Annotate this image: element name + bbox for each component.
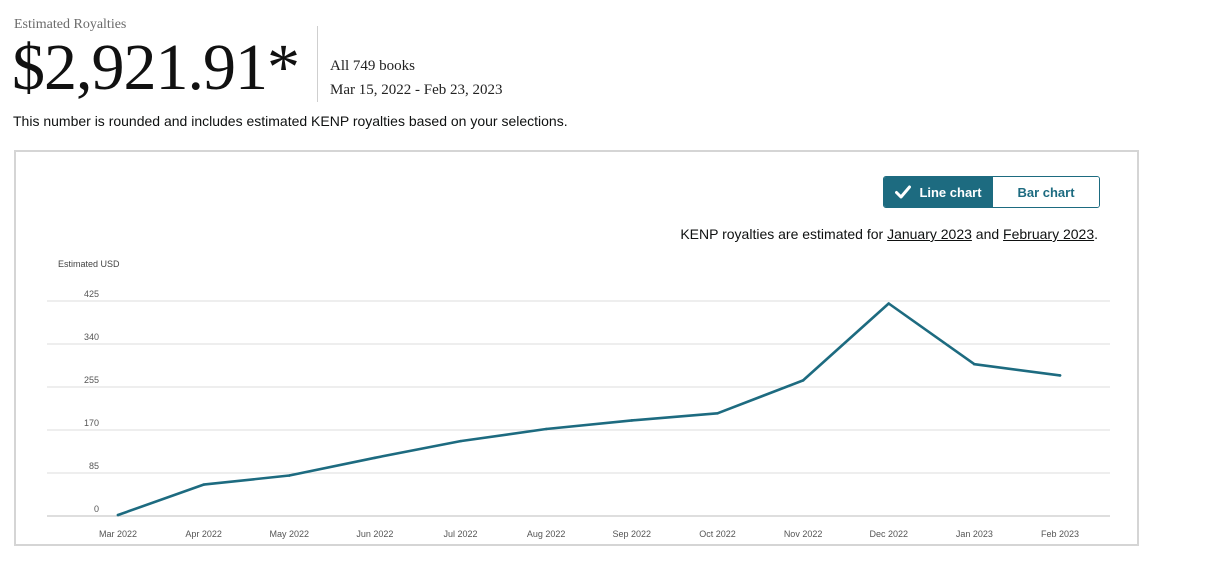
header-divider xyxy=(317,26,318,102)
series-line xyxy=(116,302,1062,517)
line-chart-button[interactable]: Line chart xyxy=(884,177,993,207)
rounding-note: This number is rounded and includes esti… xyxy=(13,113,568,129)
date-range: Mar 15, 2022 - Feb 23, 2023 xyxy=(330,82,503,98)
data-point xyxy=(1058,374,1062,377)
data-point xyxy=(887,302,891,305)
data-point xyxy=(973,362,976,366)
y-tick-label: 0 xyxy=(94,504,99,514)
x-tick-label: Jun 2022 xyxy=(356,529,393,539)
kenp-month-link-january[interactable]: January 2023 xyxy=(887,226,972,242)
kenp-note-prefix: KENP royalties are estimated for xyxy=(680,226,888,242)
checkmark-icon xyxy=(895,185,912,199)
x-tick-label: Feb 2023 xyxy=(1041,529,1079,539)
kenp-note-middle: and xyxy=(971,226,1004,242)
data-point xyxy=(373,456,377,460)
x-tick-label: Mar 2022 xyxy=(99,529,137,539)
line-chart-label: Line chart xyxy=(919,184,982,200)
chart-type-toggle: Line chart Bar chart xyxy=(883,176,1100,208)
data-point xyxy=(116,513,120,517)
book-count: All 749 books xyxy=(330,58,416,74)
y-tick-label: 85 xyxy=(89,461,99,471)
x-tick-label: Dec 2022 xyxy=(869,529,908,539)
data-point xyxy=(459,439,462,443)
bar-chart-button[interactable]: Bar chart xyxy=(993,177,1099,207)
x-tick-label: Nov 2022 xyxy=(784,529,823,539)
x-tick-label: Oct 2022 xyxy=(699,529,736,539)
x-tick-label: Jul 2022 xyxy=(444,529,478,539)
data-point xyxy=(202,483,205,486)
data-point xyxy=(544,427,548,431)
x-tick-label: Sep 2022 xyxy=(613,529,652,539)
royalties-line-chart: Estimated USD 0 85 170 255 340 425 Mar 2022 Apr … xyxy=(47,259,1110,539)
data-point xyxy=(287,474,291,477)
kenp-estimate-note: KENP royalties are estimated for January… xyxy=(680,226,1098,242)
chart-panel: Line chart Bar chart KENP royalties are … xyxy=(14,150,1139,546)
kenp-month-link-february[interactable]: February 2023 xyxy=(1003,226,1095,242)
x-tick-label: Jan 2023 xyxy=(956,529,993,539)
y-axis-label: Estimated USD xyxy=(58,259,120,269)
kenp-note-suffix: . xyxy=(1094,226,1098,242)
y-tick-label: 170 xyxy=(84,418,99,428)
data-point xyxy=(801,379,805,382)
y-tick-label: 340 xyxy=(84,332,99,342)
x-tick-label: Aug 2022 xyxy=(527,529,566,539)
estimated-royalties-label: Estimated Royalties xyxy=(14,17,127,32)
royalty-amount: $2,921.91* xyxy=(12,31,300,104)
y-tick-label: 255 xyxy=(84,375,99,385)
data-point xyxy=(716,412,719,415)
x-tick-label: May 2022 xyxy=(270,529,310,539)
x-tick-label: Apr 2022 xyxy=(185,529,222,539)
y-tick-label: 425 xyxy=(84,289,99,299)
data-point xyxy=(630,419,634,422)
